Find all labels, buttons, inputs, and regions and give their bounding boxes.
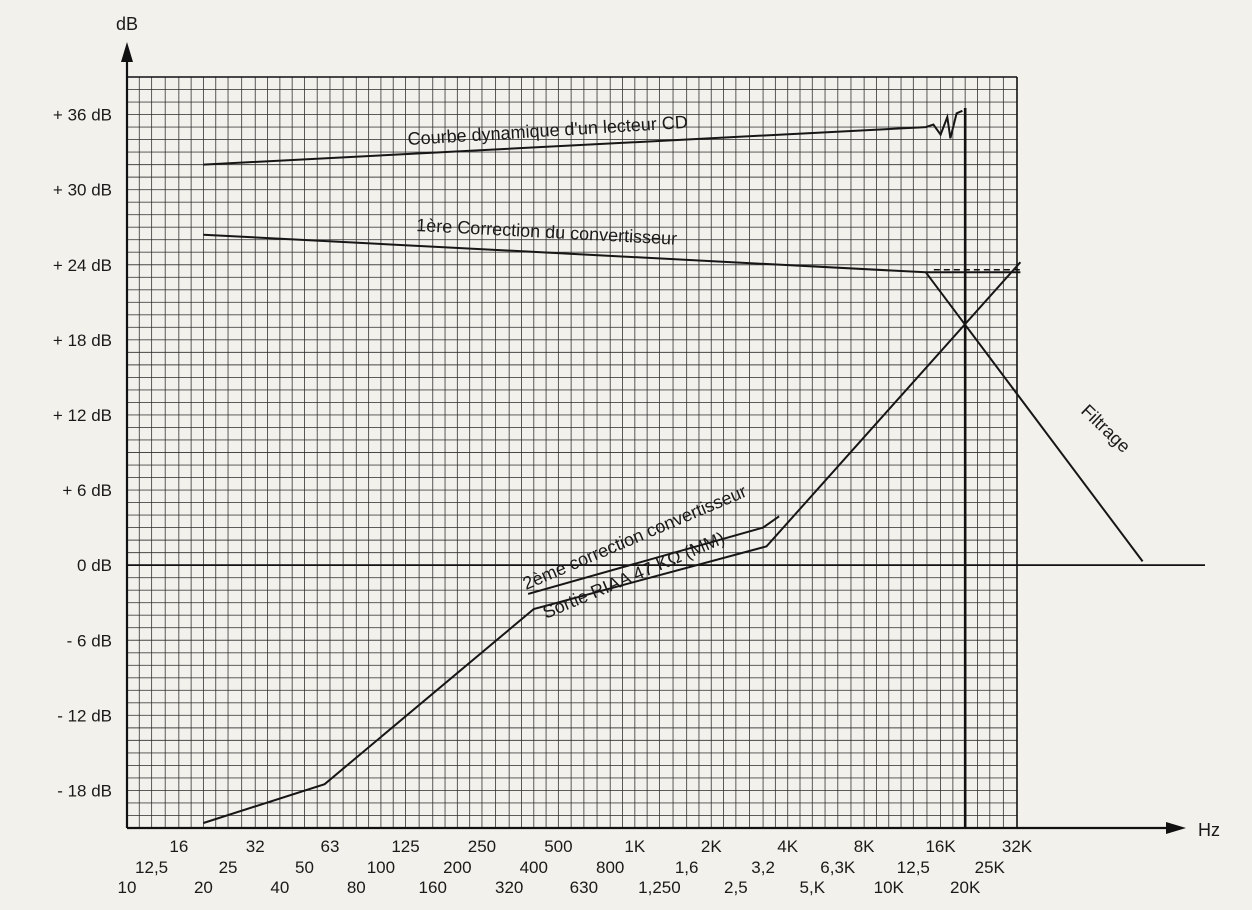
y-tick-label: + 12 dB <box>53 406 112 425</box>
x-tick-label: 12,5 <box>135 858 168 877</box>
x-tick-label: 6,3K <box>820 858 856 877</box>
x-tick-label: 200 <box>443 858 471 877</box>
x-tick-label: 25K <box>975 858 1006 877</box>
grid-major <box>127 76 1018 828</box>
x-tick-label: 25 <box>219 858 238 877</box>
curves <box>203 109 1144 824</box>
x-axis-unit: Hz <box>1198 820 1220 840</box>
x-tick-label: 500 <box>544 837 572 856</box>
x-tick-label: 2K <box>701 837 722 856</box>
x-tick-label: 50 <box>295 858 314 877</box>
axes <box>121 42 1205 834</box>
x-tick-label: 12,5 <box>897 858 930 877</box>
x-tick-label: 630 <box>570 878 598 897</box>
x-tick-label: 10 <box>118 878 137 897</box>
y-tick-label: - 12 dB <box>57 706 112 725</box>
x-tick-label: 5,K <box>800 878 826 897</box>
x-tick-label: 80 <box>347 878 366 897</box>
y-tick-label: + 24 dB <box>53 256 112 275</box>
x-tick-label: 320 <box>495 878 523 897</box>
x-tick-label: 1,6 <box>675 858 699 877</box>
riaa-curve <box>203 261 1022 824</box>
x-tick-label: 4K <box>777 837 798 856</box>
x-tick-label: 16 <box>169 837 188 856</box>
x-tick-label: 1K <box>624 837 645 856</box>
x-tick-label: 3,2 <box>751 858 775 877</box>
y-tick-label: + 6 dB <box>62 481 112 500</box>
x-tick-label: 250 <box>468 837 496 856</box>
y-tick-label: 0 dB <box>77 556 112 575</box>
x-tick-label: 10K <box>874 878 905 897</box>
label-first-correction: 1ère Correction du convertisseur <box>416 215 678 249</box>
x-tick-label: 160 <box>419 878 447 897</box>
x-tick-label: 20 <box>194 878 213 897</box>
y-tick-label: + 18 dB <box>53 331 112 350</box>
cd-dynamic-curve <box>203 109 963 166</box>
x-tick-label: 1,250 <box>638 878 681 897</box>
label-filtrage: Filtrage <box>1077 400 1134 456</box>
x-tick-label: 125 <box>391 837 419 856</box>
y-axis-unit: dB <box>116 14 138 34</box>
x-tick-label: 32 <box>246 837 265 856</box>
second-correction-curve <box>527 515 780 595</box>
y-tick-labels: + 36 dB + 30 dB + 24 dB + 18 dB + 12 dB + 6 d… <box>53 106 112 801</box>
y-tick-label: + 30 dB <box>53 181 112 200</box>
x-tick-label: 2,5 <box>724 878 748 897</box>
x-tick-label: 40 <box>270 878 289 897</box>
x-tick-label: 20K <box>950 878 981 897</box>
x-axis-arrow <box>1166 822 1186 834</box>
x-tick-label: 32K <box>1002 837 1033 856</box>
x-tick-label: 100 <box>367 858 395 877</box>
y-tick-label: + 36 dB <box>53 106 112 125</box>
x-tick-labels: 1012,51620253240506380100125160200250320… <box>118 837 1033 897</box>
x-tick-label: 800 <box>596 858 624 877</box>
y-tick-label: - 18 dB <box>57 781 112 800</box>
x-tick-label: 400 <box>520 858 548 877</box>
x-tick-label: 16K <box>925 837 956 856</box>
y-axis-arrow <box>121 42 133 62</box>
x-tick-label: 8K <box>854 837 875 856</box>
grid-minor <box>126 76 1018 829</box>
label-cd-curve: Courbe dynamique d'un lecteur CD <box>407 112 688 149</box>
filtrage-curve <box>924 271 1144 562</box>
x-tick-label: 63 <box>321 837 340 856</box>
y-tick-label: - 6 dB <box>67 631 112 650</box>
